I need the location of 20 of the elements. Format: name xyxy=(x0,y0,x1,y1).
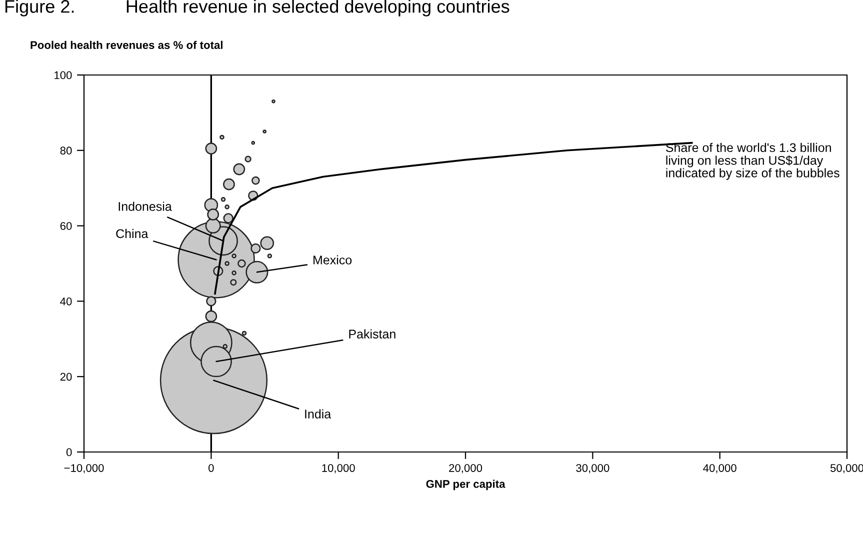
annotation: China xyxy=(116,228,148,238)
y-tick-label: 20 xyxy=(60,372,72,381)
x-tick-label: 30,000 xyxy=(576,464,610,474)
y-tick-label: 40 xyxy=(60,297,72,306)
annotation: Pakistan xyxy=(349,329,396,338)
y-tick-label: 60 xyxy=(60,222,72,230)
y-axis-title: Pooled health revenues as % of total xyxy=(30,40,222,49)
annotation: India xyxy=(305,409,332,418)
chart-title: Figure 2. Health revenue in selected developing countries xyxy=(5,0,510,16)
annotation: Indonesia xyxy=(118,202,172,211)
x-tick-label: −10,000 xyxy=(64,464,104,474)
y-tick-label: 80 xyxy=(60,146,72,155)
x-tick-label: 0 xyxy=(208,464,214,472)
x-tick-label: 20,000 xyxy=(449,464,482,474)
y-tick-label: 100 xyxy=(54,71,72,80)
x-tick-label: 10,000 xyxy=(322,464,355,474)
x-axis-title: GNP per capita xyxy=(426,480,506,490)
y-tick-label: 0 xyxy=(66,448,72,456)
x-tick-label: 40,000 xyxy=(703,464,736,474)
annotation: Mexico xyxy=(314,255,352,264)
